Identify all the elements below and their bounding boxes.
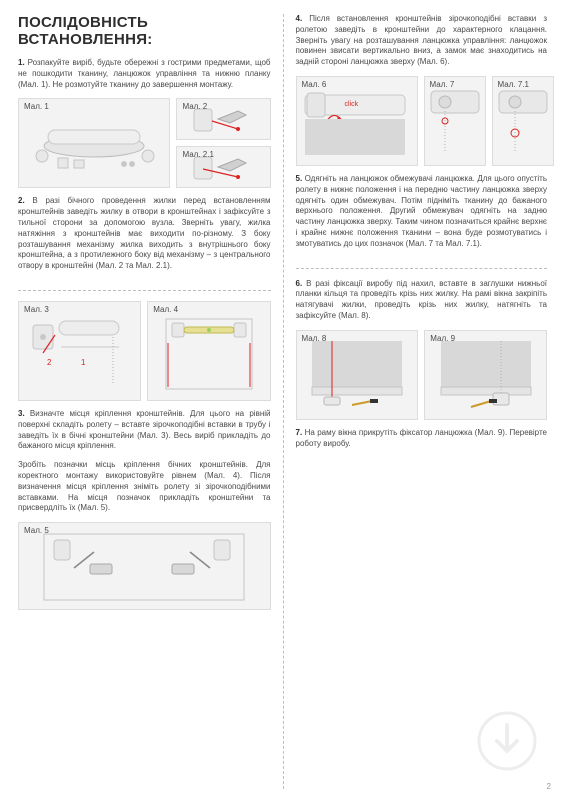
step-7-body: На раму вікна прикрутіть фіксатор ланцюж… [296,428,547,448]
step-1-body: Розпакуйте виріб, будьте обережні з гост… [18,58,271,89]
step-3-num: 3. [18,409,25,418]
click-mount-icon [297,81,417,161]
watermark-icon [477,711,537,771]
step-2-num: 2. [18,196,25,205]
step-3b-text: Зробіть позначки місць кріплення бічних … [18,460,271,514]
figure-6: Мал. 6 click [296,76,418,166]
left-divider [18,290,271,291]
fig-row-4: Мал. 6 click Мал. 7 [296,76,548,166]
svg-text:2: 2 [47,358,52,367]
fig-row-2: Мал. 3 2 1 Мал. 4 [18,301,271,401]
svg-text:1: 1 [81,358,86,367]
figure-2-label: Мал. 2 [182,102,207,111]
roller-parts-icon [24,108,164,178]
fig-row-5: Мал. 8 Мал. 9 [296,330,548,420]
drill-bracket-icon [34,526,254,606]
figure-1: Мал. 1 [18,98,170,188]
figure-4: Мал. 4 [147,301,270,401]
figure-2: Мал. 2 [176,98,270,140]
figure-5-label: Мал. 5 [24,526,49,535]
step-5-text: 5. Одягніть на ланцюжок обмежувачі ланцю… [296,174,548,250]
figure-9: Мал. 9 [424,330,547,420]
step-6-body: В разі фіксації виробу під нахил, вставт… [296,279,548,320]
figure-4-label: Мал. 4 [153,305,178,314]
step-4-body: Після встановлення кронштейнів зірочкопо… [296,14,548,66]
step-7-text: 7. На раму вікна прикрутіть фіксатор лан… [296,428,548,450]
figure-8: Мал. 8 [296,330,419,420]
step-3b-body: Зробіть позначки місць кріплення бічних … [18,460,271,512]
step-5-body: Одягніть на ланцюжок обмежувачі ланцюжка… [296,174,548,248]
figure-8-label: Мал. 8 [302,334,327,343]
right-divider [296,268,548,269]
step-3-text: 3. Визначте місця кріплення кронштейнів.… [18,409,271,452]
level-mount-icon [154,307,264,395]
fig-row-3: Мал. 5 [18,522,271,610]
tensioner-icon [302,335,412,415]
chain-limiter-alt-icon [493,81,553,161]
assembly-icon: 2 1 [25,307,135,395]
figure-3: Мал. 3 2 1 [18,301,141,401]
figure-2-1: Мал. 2.1 [176,146,270,188]
step-1-num: 1. [18,58,25,67]
step-4-text: 4. Після встановлення кронштейнів зірочк… [296,14,548,68]
step-6-text: 6. В разі фіксації виробу під нахил, вст… [296,279,548,322]
chain-limiter-icon [425,81,485,161]
step-4-num: 4. [296,14,303,23]
figure-3-label: Мал. 3 [24,305,49,314]
figure-1-label: Мал. 1 [24,102,49,111]
page-title: ПОСЛІДОВНІСТЬ ВСТАНОВЛЕННЯ: [18,14,271,48]
step-5-num: 5. [296,174,303,183]
step-6-num: 6. [296,279,303,288]
figure-2-1-label: Мал. 2.1 [182,150,213,159]
right-column: 4. Після встановлення кронштейнів зірочк… [283,14,548,789]
figure-9-label: Мал. 9 [430,334,455,343]
fig-row-1: Мал. 1 Мал. 2 [18,98,271,188]
figure-7-1: Мал. 7.1 [492,76,554,166]
step-1-text: 1. Розпакуйте виріб, будьте обережні з г… [18,58,271,90]
figure-7: Мал. 7 [424,76,486,166]
step-2-body: В разі бічного проведення жилки перед вс… [18,196,271,270]
step-2-text: 2. В разі бічного проведення жилки перед… [18,196,271,272]
step-3-body: Визначте місця кріплення кронштейнів. Дл… [18,409,271,450]
click-label: click [345,101,359,108]
page-number: 2 [547,782,551,791]
figure-7-1-label: Мал. 7.1 [498,80,529,89]
step-7-num: 7. [296,428,303,437]
chain-fixator-icon [431,335,541,415]
figure-7-label: Мал. 7 [430,80,455,89]
figure-5: Мал. 5 [18,522,271,610]
figure-6-label: Мал. 6 [302,80,327,89]
left-column: ПОСЛІДОВНІСТЬ ВСТАНОВЛЕННЯ: 1. Розпакуйт… [18,14,283,789]
